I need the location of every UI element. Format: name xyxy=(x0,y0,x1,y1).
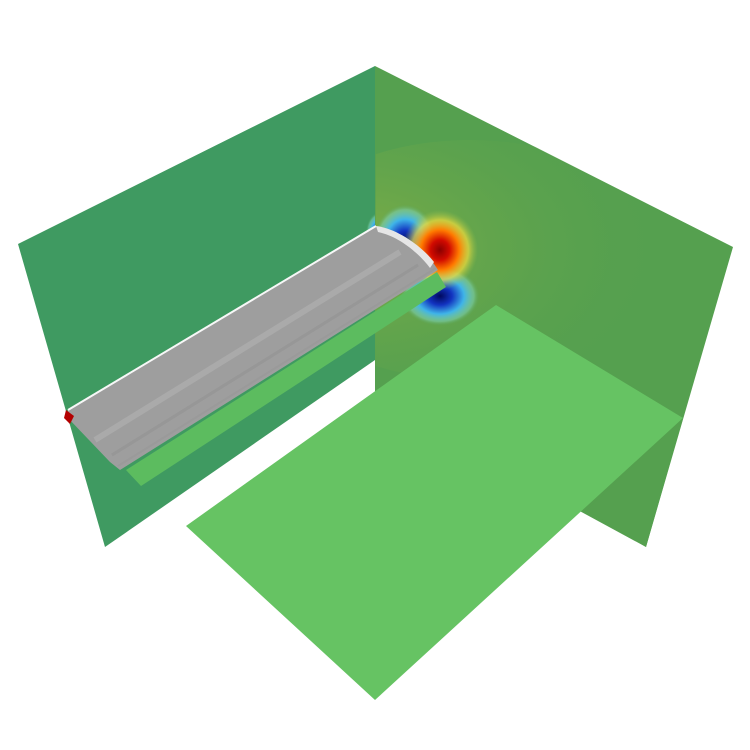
rod-left-tip xyxy=(64,410,74,424)
rod-end-cap xyxy=(376,226,434,268)
floor-strip xyxy=(126,272,446,486)
right-wall-lower xyxy=(587,418,683,547)
floor-plane xyxy=(186,305,683,700)
rod-cylinder xyxy=(64,225,438,470)
